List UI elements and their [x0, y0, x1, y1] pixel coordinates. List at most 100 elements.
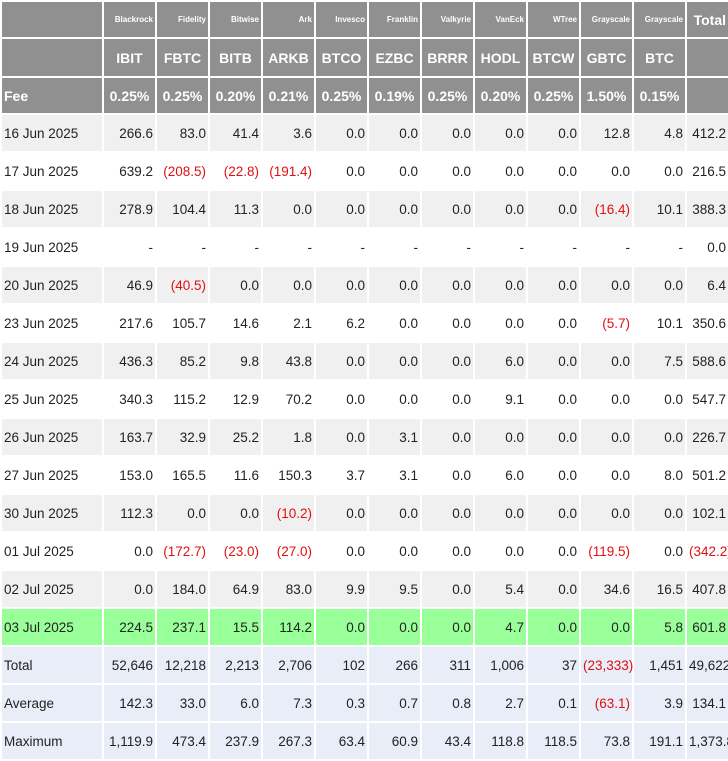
fee-label: Fee — [2, 78, 102, 113]
ticker-cell: GBTC — [581, 39, 632, 76]
flow-cell: 9.9 — [316, 571, 367, 607]
date-cell: 30 Jun 2025 — [2, 495, 102, 531]
flow-cell: 0.3 — [316, 685, 367, 721]
flow-cell: 0.0 — [634, 533, 685, 569]
flow-cell: 12.8 — [581, 115, 632, 151]
flow-cell: 0.0 — [316, 609, 367, 645]
flow-cell: 3.1 — [369, 419, 420, 455]
fee-row: Fee 0.25% 0.25% 0.20% 0.21% 0.25% 0.19% … — [2, 78, 728, 113]
flow-cell: 0.0 — [475, 267, 526, 303]
flow-cell: 0.0 — [316, 495, 367, 531]
flow-cell: 163.7 — [104, 419, 155, 455]
flow-cell: 0.0 — [422, 381, 473, 417]
row-total-cell: 6.4 — [687, 267, 728, 303]
flow-cell: 0.0 — [581, 381, 632, 417]
flow-cell: 3.7 — [316, 457, 367, 493]
flow-cell: 0.0 — [422, 305, 473, 341]
flow-cell: 267.3 — [263, 723, 314, 759]
total-column-header: Total — [687, 2, 728, 37]
flow-cell: 0.0 — [581, 419, 632, 455]
flow-cell: 1,006 — [475, 647, 526, 683]
flow-cell: (23,333) — [581, 647, 633, 683]
flow-cell: 104.4 — [157, 191, 208, 227]
flow-cell: 118.8 — [475, 723, 526, 759]
flow-cell: 0.0 — [369, 343, 420, 379]
flow-cell: 37 — [528, 647, 579, 683]
flow-cell: 52,646 — [104, 647, 155, 683]
flow-cell: 83.0 — [263, 571, 314, 607]
flow-cell: 0.0 — [369, 191, 420, 227]
flow-cell: 5.8 — [634, 609, 685, 645]
flow-cell: 8.0 — [634, 457, 685, 493]
ticker-cell: BITB — [210, 39, 261, 76]
row-total-cell: 601.8 — [687, 609, 728, 645]
flow-cell: - — [263, 229, 314, 265]
flow-cell: 0.0 — [634, 267, 685, 303]
flow-cell: (27.0) — [263, 533, 314, 569]
flow-cell: 10.1 — [634, 191, 685, 227]
flow-cell: 0.0 — [422, 153, 473, 189]
flow-cell: - — [157, 229, 208, 265]
flow-cell: 2,213 — [210, 647, 261, 683]
table-row: 17 Jun 2025 639.2 (208.5) (22.8) (191.4) 0.0 0… — [2, 153, 728, 189]
row-total-cell: 501.2 — [687, 457, 728, 493]
flow-cell: - — [369, 229, 420, 265]
row-total-cell: 49,622 — [687, 647, 728, 683]
flow-cell: 0.0 — [422, 191, 473, 227]
date-cell: 02 Jul 2025 — [2, 571, 102, 607]
date-cell: 17 Jun 2025 — [2, 153, 102, 189]
flow-cell: 2.7 — [475, 685, 526, 721]
flow-cell: 311 — [422, 647, 473, 683]
fee-cell: 0.25% — [422, 78, 473, 113]
fee-cell: 1.50% — [581, 78, 632, 113]
flow-cell: 14.6 — [210, 305, 261, 341]
flow-cell: - — [316, 229, 367, 265]
flow-cell: 0.0 — [528, 495, 579, 531]
flow-cell: (22.8) — [210, 153, 261, 189]
flow-cell: (40.5) — [157, 267, 208, 303]
flow-cell: 4.8 — [634, 115, 685, 151]
corner-cell — [687, 39, 728, 76]
flow-cell: 153.0 — [104, 457, 155, 493]
flow-cell: 7.5 — [634, 343, 685, 379]
flow-cell: (172.7) — [157, 533, 208, 569]
flow-cell: 217.6 — [104, 305, 155, 341]
flow-cell: 33.0 — [157, 685, 208, 721]
flow-cell: 3.6 — [263, 115, 314, 151]
issuer-cell: VanEck — [475, 2, 526, 37]
flow-cell: 43.8 — [263, 343, 314, 379]
date-cell: 26 Jun 2025 — [2, 419, 102, 455]
corner-cell — [687, 78, 728, 113]
flow-cell: - — [581, 229, 632, 265]
flow-cell: 0.0 — [422, 457, 473, 493]
flow-cell: 12,218 — [157, 647, 208, 683]
flow-cell: 32.9 — [157, 419, 208, 455]
flow-cell: 25.2 — [210, 419, 261, 455]
flow-cell: 11.3 — [210, 191, 261, 227]
flow-cell: 114.2 — [263, 609, 314, 645]
flow-cell: 0.0 — [581, 267, 632, 303]
flow-cell: 6.0 — [475, 343, 526, 379]
table-row: 23 Jun 2025 217.6 105.7 14.6 2.1 6.2 0.0 0.0 0.0… — [2, 305, 728, 341]
flow-cell: 0.0 — [422, 495, 473, 531]
flow-cell: 0.0 — [528, 153, 579, 189]
issuer-cell: Bitwise — [210, 2, 261, 37]
flow-cell: 1,119.9 — [104, 723, 155, 759]
flow-cell: 6.2 — [316, 305, 367, 341]
ticker-cell: ARKB — [263, 39, 314, 76]
flow-cell: 0.0 — [581, 343, 632, 379]
flow-cell: 278.9 — [104, 191, 155, 227]
summary-label: Maximum — [2, 723, 102, 759]
flow-cell: 0.0 — [369, 267, 420, 303]
table-row: 24 Jun 2025 436.3 85.2 9.8 43.8 0.0 0.0 0.0 6.0 0… — [2, 343, 728, 379]
row-total-cell: (342.2) — [687, 533, 728, 569]
flow-cell: 9.8 — [210, 343, 261, 379]
flow-cell: 34.6 — [581, 571, 632, 607]
flow-cell: 237.9 — [210, 723, 261, 759]
flow-cell: 0.0 — [316, 381, 367, 417]
flow-cell: 0.0 — [634, 495, 685, 531]
row-total-cell: 350.6 — [687, 305, 728, 341]
flow-cell: 0.0 — [422, 267, 473, 303]
flow-cell: 112.3 — [104, 495, 155, 531]
flow-cell: 0.0 — [422, 343, 473, 379]
